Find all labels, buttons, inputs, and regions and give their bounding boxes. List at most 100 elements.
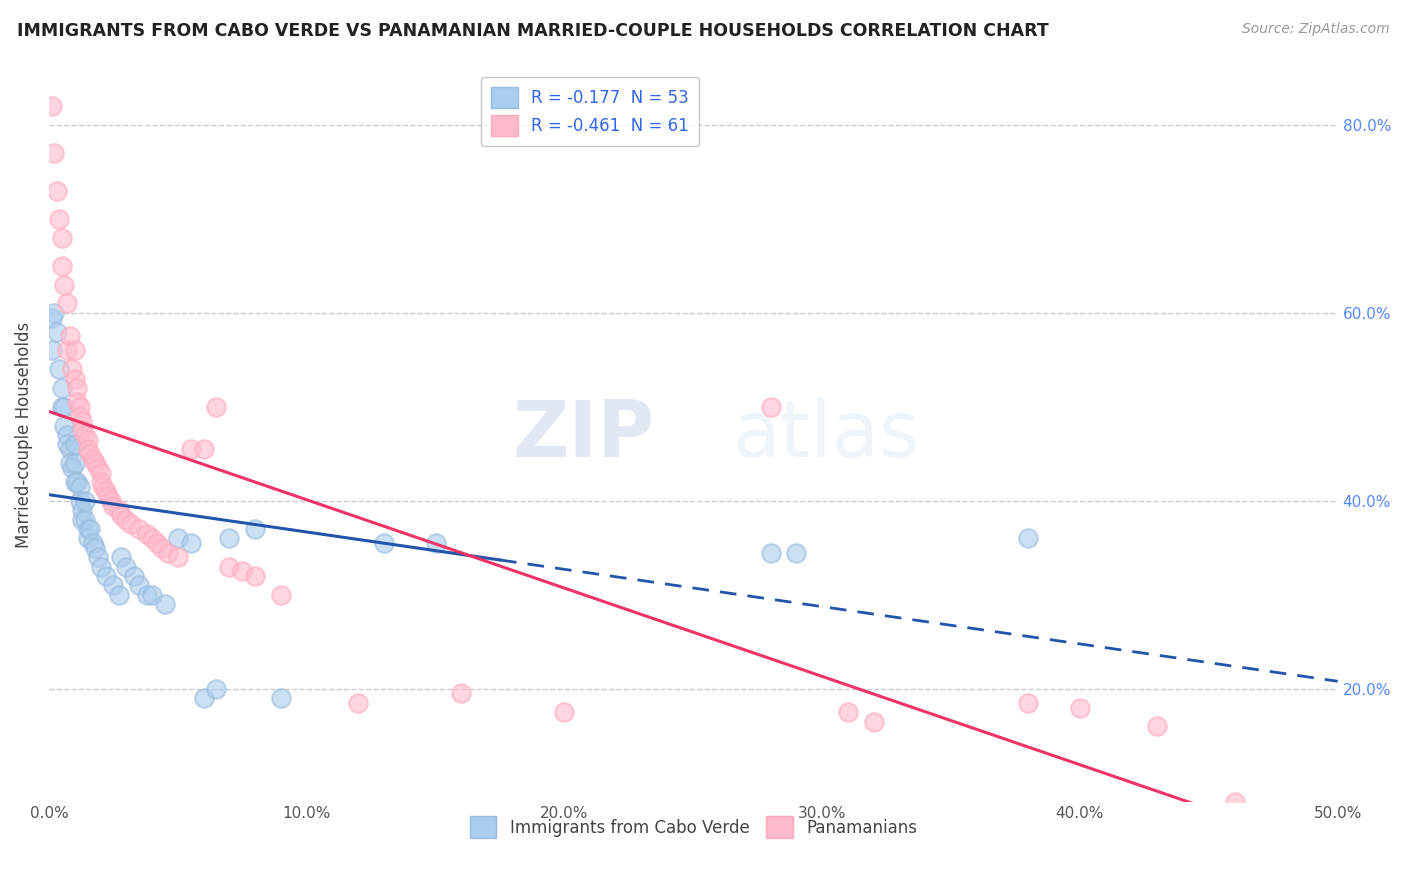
Point [120,517,142,532]
Point [94,569,117,583]
Point [205,400,228,414]
Point [759,400,782,414]
Point [58,456,80,470]
Point [56,343,79,358]
Point [785,545,807,559]
Point [60,362,83,376]
Point [41,343,63,358]
Point [84,456,107,470]
Point [79,447,101,461]
Point [51,259,73,273]
Point [72,423,94,437]
Point [1223,795,1246,809]
Point [180,536,202,550]
Point [243,522,266,536]
Point [373,536,395,550]
Point [56,437,79,451]
Point [42,146,65,161]
Point [51,230,73,244]
Point [107,503,129,517]
Point [115,513,138,527]
Y-axis label: Married-couple Households: Married-couple Households [15,322,32,549]
Point [128,522,150,536]
Point [135,588,157,602]
Point [156,545,179,559]
Point [51,381,73,395]
Point [110,550,132,565]
Point [69,480,91,494]
Point [72,414,94,428]
Point [166,550,188,565]
Point [135,526,157,541]
Point [231,564,253,578]
Point [193,442,215,457]
Point [84,541,107,555]
Point [837,706,859,720]
Point [153,597,176,611]
Point [141,532,163,546]
Point [48,211,70,226]
Point [553,706,575,720]
Point [69,400,91,414]
Point [60,461,83,475]
Point [166,532,188,546]
Point [243,569,266,583]
Point [66,381,89,395]
Point [1146,719,1168,733]
Point [63,372,86,386]
Point [89,475,111,489]
Point [115,559,138,574]
Point [1017,532,1039,546]
Point [1017,696,1039,710]
Point [63,456,86,470]
Point [87,550,110,565]
Text: IMMIGRANTS FROM CABO VERDE VS PANAMANIAN MARRIED-COUPLE HOUSEHOLDS CORRELATION C: IMMIGRANTS FROM CABO VERDE VS PANAMANIAN… [17,22,1049,40]
Point [193,691,215,706]
Point [450,686,472,700]
Point [41,310,63,325]
Point [76,433,98,447]
Point [76,522,98,536]
Text: ZIP: ZIP [512,397,655,473]
Text: Source: ZipAtlas.com: Source: ZipAtlas.com [1241,22,1389,37]
Point [79,522,101,536]
Point [82,451,104,466]
Point [53,277,76,292]
Point [41,99,63,113]
Point [347,696,370,710]
Point [48,362,70,376]
Point [45,325,67,339]
Point [100,493,122,508]
Point [56,296,79,310]
Point [69,409,91,424]
Point [1069,700,1091,714]
Point [107,588,129,602]
Point [759,545,782,559]
Point [87,461,110,475]
Point [66,395,89,409]
Point [69,493,91,508]
Point [270,588,292,602]
Point [94,484,117,499]
Point [58,442,80,457]
Point [76,442,98,457]
Point [53,400,76,414]
Point [58,329,80,343]
Point [205,681,228,696]
Point [128,578,150,592]
Point [103,499,125,513]
Point [103,578,125,592]
Point [42,306,65,320]
Point [141,588,163,602]
Point [76,532,98,546]
Point [73,428,96,442]
Point [63,343,86,358]
Point [82,536,104,550]
Point [56,428,79,442]
Point [150,541,173,555]
Point [110,508,132,522]
Point [91,480,114,494]
Point [45,184,67,198]
Point [73,493,96,508]
Point [146,536,169,550]
